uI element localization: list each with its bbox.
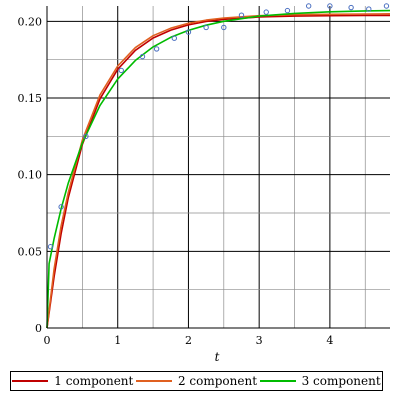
- legend-swatch-3: [259, 380, 296, 382]
- data-point: [83, 133, 89, 140]
- y-tick-label: 0.10: [18, 169, 43, 182]
- data-point: [383, 3, 390, 9]
- data-point: [348, 4, 354, 11]
- data-point: [221, 24, 227, 31]
- legend-label-3: 3 component: [301, 374, 381, 388]
- legend-label-1: 1 component: [54, 374, 134, 388]
- data-point: [185, 29, 192, 35]
- plot-area: [47, 6, 390, 328]
- series-line-2: [46, 13, 391, 329]
- legend-item-3: 3 component: [259, 374, 381, 388]
- legend-swatch-2: [135, 380, 172, 382]
- series-line-1: [46, 14, 390, 329]
- data-point: [139, 53, 146, 60]
- data-point: [284, 7, 291, 14]
- tick-labels: 0 1 2 3 4 0 0.05 0.10 0.15 0.20: [18, 15, 334, 347]
- legend-label-2: 2 component: [177, 374, 258, 388]
- data-point: [153, 46, 160, 52]
- data-point: [238, 12, 245, 18]
- data-point: [305, 3, 312, 9]
- data-point: [366, 6, 372, 12]
- legend-item-1: 1 component: [12, 374, 133, 388]
- x-tick-label: 1: [114, 334, 121, 347]
- data-point: [47, 244, 54, 250]
- legend: 1 component 2 component 3 component: [10, 371, 383, 391]
- x-tick-label: 4: [326, 334, 333, 347]
- data-point: [203, 24, 209, 31]
- legend-item-2: 2 component: [135, 374, 258, 388]
- data-point: [171, 35, 177, 41]
- grid: [46, 6, 390, 329]
- y-tick-label: 0.05: [18, 245, 43, 258]
- data-point: [118, 67, 124, 74]
- x-tick-label: 3: [256, 334, 263, 347]
- data-point: [263, 9, 269, 15]
- axes: [46, 6, 390, 329]
- data-point: [58, 204, 64, 210]
- x-axis-label: t: [215, 350, 220, 364]
- x-tick-label: 2: [185, 334, 192, 347]
- series-layer: [46, 3, 391, 329]
- x-tick-label: 0: [44, 334, 51, 347]
- legend-swatch-1: [12, 380, 49, 382]
- y-tick-label: 0.15: [18, 92, 43, 105]
- data-point: [327, 3, 333, 9]
- y-tick-label: 0: [35, 322, 42, 335]
- y-tick-label: 0.20: [18, 15, 43, 28]
